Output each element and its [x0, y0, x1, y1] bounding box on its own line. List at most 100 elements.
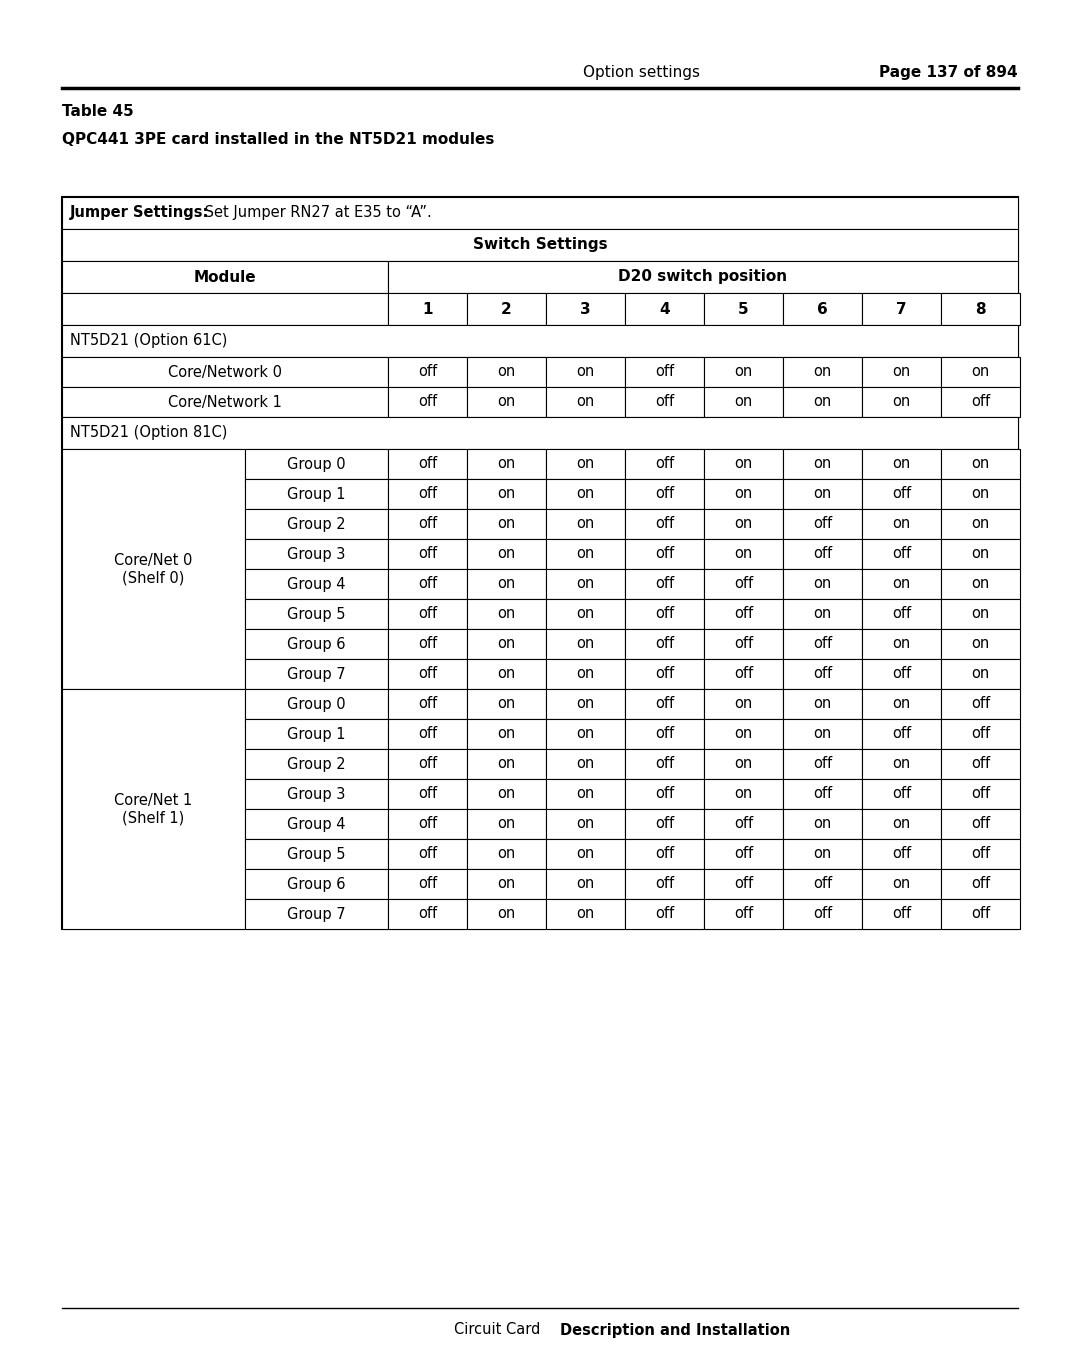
Text: off: off: [971, 876, 990, 892]
Bar: [467, 388, 546, 418]
Bar: [941, 292, 1020, 325]
Text: on: on: [734, 756, 753, 771]
Bar: [546, 749, 625, 779]
Bar: [388, 809, 467, 839]
Bar: [783, 779, 862, 809]
Text: on: on: [971, 636, 989, 651]
Text: Group 7: Group 7: [287, 907, 346, 922]
Bar: [388, 749, 467, 779]
Bar: [783, 388, 862, 418]
Text: off: off: [654, 636, 674, 651]
Text: off: off: [418, 547, 437, 562]
Text: 8: 8: [975, 302, 986, 317]
Text: Group 1: Group 1: [287, 726, 346, 741]
Bar: [941, 568, 1020, 598]
Bar: [546, 719, 625, 749]
Text: on: on: [577, 846, 595, 861]
Text: on: on: [734, 394, 753, 409]
Bar: [245, 690, 388, 719]
Bar: [783, 539, 862, 568]
Text: off: off: [734, 577, 753, 592]
Bar: [388, 690, 467, 719]
Text: on: on: [498, 577, 515, 592]
Bar: [704, 779, 783, 809]
Bar: [625, 628, 704, 660]
Text: Circuit Card: Circuit Card: [454, 1322, 540, 1337]
Bar: [388, 628, 467, 660]
Bar: [783, 356, 862, 388]
Text: on: on: [577, 756, 595, 771]
Text: (Shelf 1): (Shelf 1): [122, 811, 185, 826]
Bar: [783, 749, 862, 779]
Text: on: on: [892, 364, 910, 379]
Text: on: on: [734, 547, 753, 562]
Bar: [941, 779, 1020, 809]
Text: on: on: [734, 517, 753, 532]
Bar: [245, 869, 388, 899]
Text: off: off: [971, 726, 990, 741]
Text: on: on: [577, 394, 595, 409]
Bar: [625, 809, 704, 839]
Bar: [862, 292, 941, 325]
Text: off: off: [418, 394, 437, 409]
Bar: [388, 292, 467, 325]
Text: QPC441 3PE card installed in the NT5D21 modules: QPC441 3PE card installed in the NT5D21 …: [62, 132, 495, 147]
Bar: [704, 479, 783, 509]
Text: off: off: [813, 907, 832, 922]
Bar: [783, 690, 862, 719]
Bar: [546, 660, 625, 690]
Text: off: off: [654, 457, 674, 472]
Text: off: off: [418, 487, 437, 502]
Text: Table 45: Table 45: [62, 105, 134, 120]
Text: on: on: [734, 786, 753, 801]
Text: Group 1: Group 1: [287, 487, 346, 502]
Text: on: on: [813, 607, 832, 622]
Text: on: on: [971, 457, 989, 472]
Bar: [467, 899, 546, 929]
Bar: [704, 719, 783, 749]
Bar: [941, 809, 1020, 839]
Bar: [862, 899, 941, 929]
Bar: [245, 449, 388, 479]
Text: on: on: [813, 846, 832, 861]
Bar: [388, 660, 467, 690]
Text: 5: 5: [739, 302, 748, 317]
Bar: [388, 509, 467, 539]
Text: off: off: [971, 907, 990, 922]
Text: Group 5: Group 5: [287, 846, 346, 861]
Text: off: off: [813, 636, 832, 651]
Text: on: on: [813, 816, 832, 831]
Bar: [388, 261, 1018, 292]
Bar: [704, 449, 783, 479]
Text: on: on: [577, 666, 595, 681]
Bar: [625, 479, 704, 509]
Text: on: on: [734, 364, 753, 379]
Text: on: on: [498, 547, 515, 562]
Bar: [704, 568, 783, 598]
Bar: [941, 749, 1020, 779]
Bar: [467, 568, 546, 598]
Text: off: off: [971, 756, 990, 771]
Bar: [625, 899, 704, 929]
Text: 1: 1: [422, 302, 433, 317]
Bar: [783, 839, 862, 869]
Bar: [704, 509, 783, 539]
Bar: [862, 356, 941, 388]
Text: Description and Installation: Description and Installation: [561, 1322, 791, 1337]
Text: on: on: [892, 756, 910, 771]
Text: (Shelf 0): (Shelf 0): [122, 570, 185, 586]
Text: off: off: [734, 666, 753, 681]
Text: NT5D21 (Option 61C): NT5D21 (Option 61C): [70, 333, 228, 348]
Text: on: on: [892, 457, 910, 472]
Text: off: off: [971, 816, 990, 831]
Bar: [62, 197, 1018, 228]
Text: on: on: [577, 547, 595, 562]
Bar: [625, 356, 704, 388]
Text: on: on: [734, 457, 753, 472]
Text: off: off: [813, 786, 832, 801]
Text: off: off: [734, 846, 753, 861]
Text: 2: 2: [501, 302, 512, 317]
Bar: [783, 628, 862, 660]
Text: 7: 7: [896, 302, 907, 317]
Bar: [546, 356, 625, 388]
